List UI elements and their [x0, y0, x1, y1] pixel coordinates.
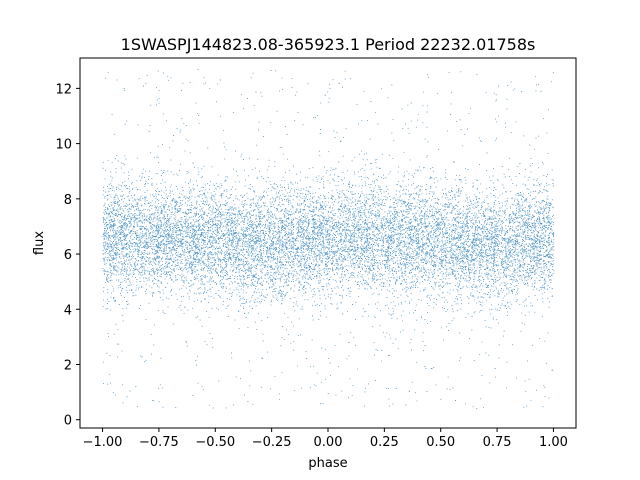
y-tick-label: 2 [64, 358, 72, 373]
y-tick-label: 12 [55, 82, 72, 97]
x-tick-label: −0.25 [252, 435, 292, 450]
y-tick-label: 6 [64, 248, 72, 263]
scatter-points [102, 69, 555, 409]
x-tick-label: 0.75 [483, 435, 512, 450]
y-axis-ticks: 0 2 4 6 8 10 12 [55, 82, 80, 429]
x-axis-ticks: −1.00 −0.75 −0.50 −0.25 0.00 0.25 0.50 0.75 1.00 [83, 428, 568, 450]
x-tick-label: 0.25 [370, 435, 399, 450]
chart-title: 1SWASPJ144823.08-365923.1 Period 22232.0… [121, 35, 536, 54]
y-tick-label: 0 [64, 414, 72, 429]
data-points [102, 69, 555, 409]
x-tick-label: −1.00 [83, 435, 123, 450]
y-tick-label: 10 [55, 138, 72, 153]
x-tick-label: 0.00 [314, 435, 343, 450]
y-tick-label: 4 [64, 303, 72, 318]
y-axis-label: flux [32, 231, 47, 255]
x-tick-label: −0.50 [195, 435, 235, 450]
x-tick-label: 1.00 [539, 435, 568, 450]
x-axis-label: phase [308, 456, 347, 471]
y-tick-label: 8 [64, 193, 72, 208]
x-tick-label: −0.75 [139, 435, 179, 450]
x-tick-label: 0.50 [426, 435, 455, 450]
